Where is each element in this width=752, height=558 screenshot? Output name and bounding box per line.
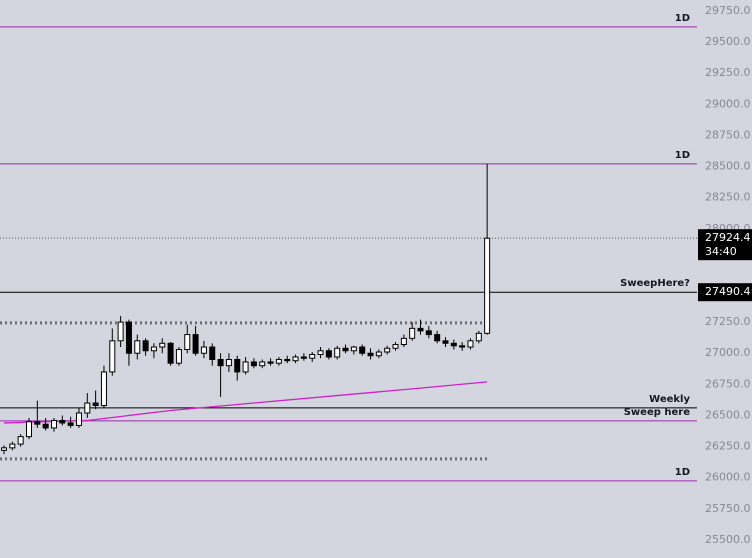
level-label: 1D: [675, 13, 690, 24]
candle-body: [75, 412, 82, 426]
candle-body: [409, 327, 416, 339]
candle-body: [234, 358, 241, 373]
last-price-label: 27924.4: [705, 231, 751, 244]
level-price-label: 27490.4: [705, 285, 751, 298]
candle-body: [267, 361, 274, 364]
candle-body: [450, 342, 457, 347]
candle-body: [150, 346, 157, 352]
y-tick-label: 29000.0: [705, 97, 751, 110]
candle-body: [392, 344, 399, 349]
candle-body: [275, 358, 282, 364]
candle-body: [134, 340, 141, 354]
candle-body: [9, 443, 16, 449]
candle-body: [200, 346, 207, 354]
candle-body: [250, 361, 257, 367]
candle-body: [375, 351, 382, 357]
candle-body: [84, 402, 91, 414]
candle-body: [417, 327, 424, 332]
level-label: SweepHere?: [620, 278, 690, 289]
y-tick-label: 29750.0: [705, 4, 751, 17]
candle-body: [175, 349, 182, 364]
candle-body: [467, 340, 474, 348]
y-tick-label: 27000.0: [705, 346, 751, 359]
candle-body: [167, 342, 174, 364]
level-label: 1D: [675, 150, 690, 161]
candle-body: [242, 361, 249, 373]
candle-body: [209, 346, 216, 360]
candle-body: [42, 423, 49, 429]
y-tick-label: 29250.0: [705, 66, 751, 79]
candle-body: [159, 342, 166, 348]
candle-body: [384, 347, 391, 353]
candle-body: [217, 358, 224, 367]
candle-body: [125, 321, 132, 354]
candle-body: [434, 334, 441, 342]
candle-body: [117, 321, 124, 342]
candle-body: [459, 345, 466, 348]
candle-body: [442, 340, 449, 344]
candle-body: [325, 350, 332, 358]
y-tick-label: 25750.0: [705, 502, 751, 515]
candle-body: [67, 422, 74, 426]
candle-body: [92, 402, 99, 407]
y-tick-label: 29500.0: [705, 35, 751, 48]
candle-body: [284, 358, 291, 362]
candle-body: [317, 350, 324, 355]
y-tick-label: 27250.0: [705, 315, 751, 328]
level-label: 1D: [675, 467, 690, 478]
y-tick-label: 28750.0: [705, 128, 751, 141]
candle-body: [309, 353, 316, 359]
candle-body: [400, 337, 407, 346]
candle-body: [367, 352, 374, 357]
candle-body: [475, 332, 482, 342]
candle-body: [259, 361, 266, 367]
candle-body: [300, 356, 307, 359]
y-tick-label: 28250.0: [705, 191, 751, 204]
candle-body: [425, 330, 432, 336]
candle-body: [100, 371, 107, 407]
candle-body: [17, 436, 24, 445]
moving-average: [3, 381, 488, 424]
candle-body: [34, 421, 41, 425]
candle-body: [350, 346, 357, 352]
candle-body: [50, 419, 57, 429]
candle-body: [142, 340, 149, 352]
y-tick-label: 26250.0: [705, 440, 751, 453]
y-tick-label: 26750.0: [705, 377, 751, 390]
candle-body: [342, 347, 349, 352]
candle-body: [25, 421, 32, 438]
candle-body: [292, 356, 299, 362]
candle-body: [184, 334, 191, 351]
level-price-tag: [698, 283, 752, 302]
countdown-label: 34:40: [705, 245, 737, 258]
y-tick-label: 25500.0: [705, 533, 751, 546]
y-tick-label: 26000.0: [705, 471, 751, 484]
candle-body: [59, 419, 66, 424]
y-tick-label: 26500.0: [705, 408, 751, 421]
level-label: Weekly: [649, 394, 690, 405]
candle-body: [192, 334, 199, 354]
price-axis: [697, 0, 752, 558]
last-price-tag: [698, 229, 752, 261]
candle-body: [484, 237, 491, 334]
y-tick-label: 28500.0: [705, 160, 751, 173]
candle-body: [359, 346, 366, 354]
candle-body: [1, 447, 7, 451]
candle-body: [225, 358, 232, 367]
candle-body: [334, 347, 341, 358]
candle-body: [109, 340, 116, 373]
level-label: Sweep here: [624, 407, 690, 418]
